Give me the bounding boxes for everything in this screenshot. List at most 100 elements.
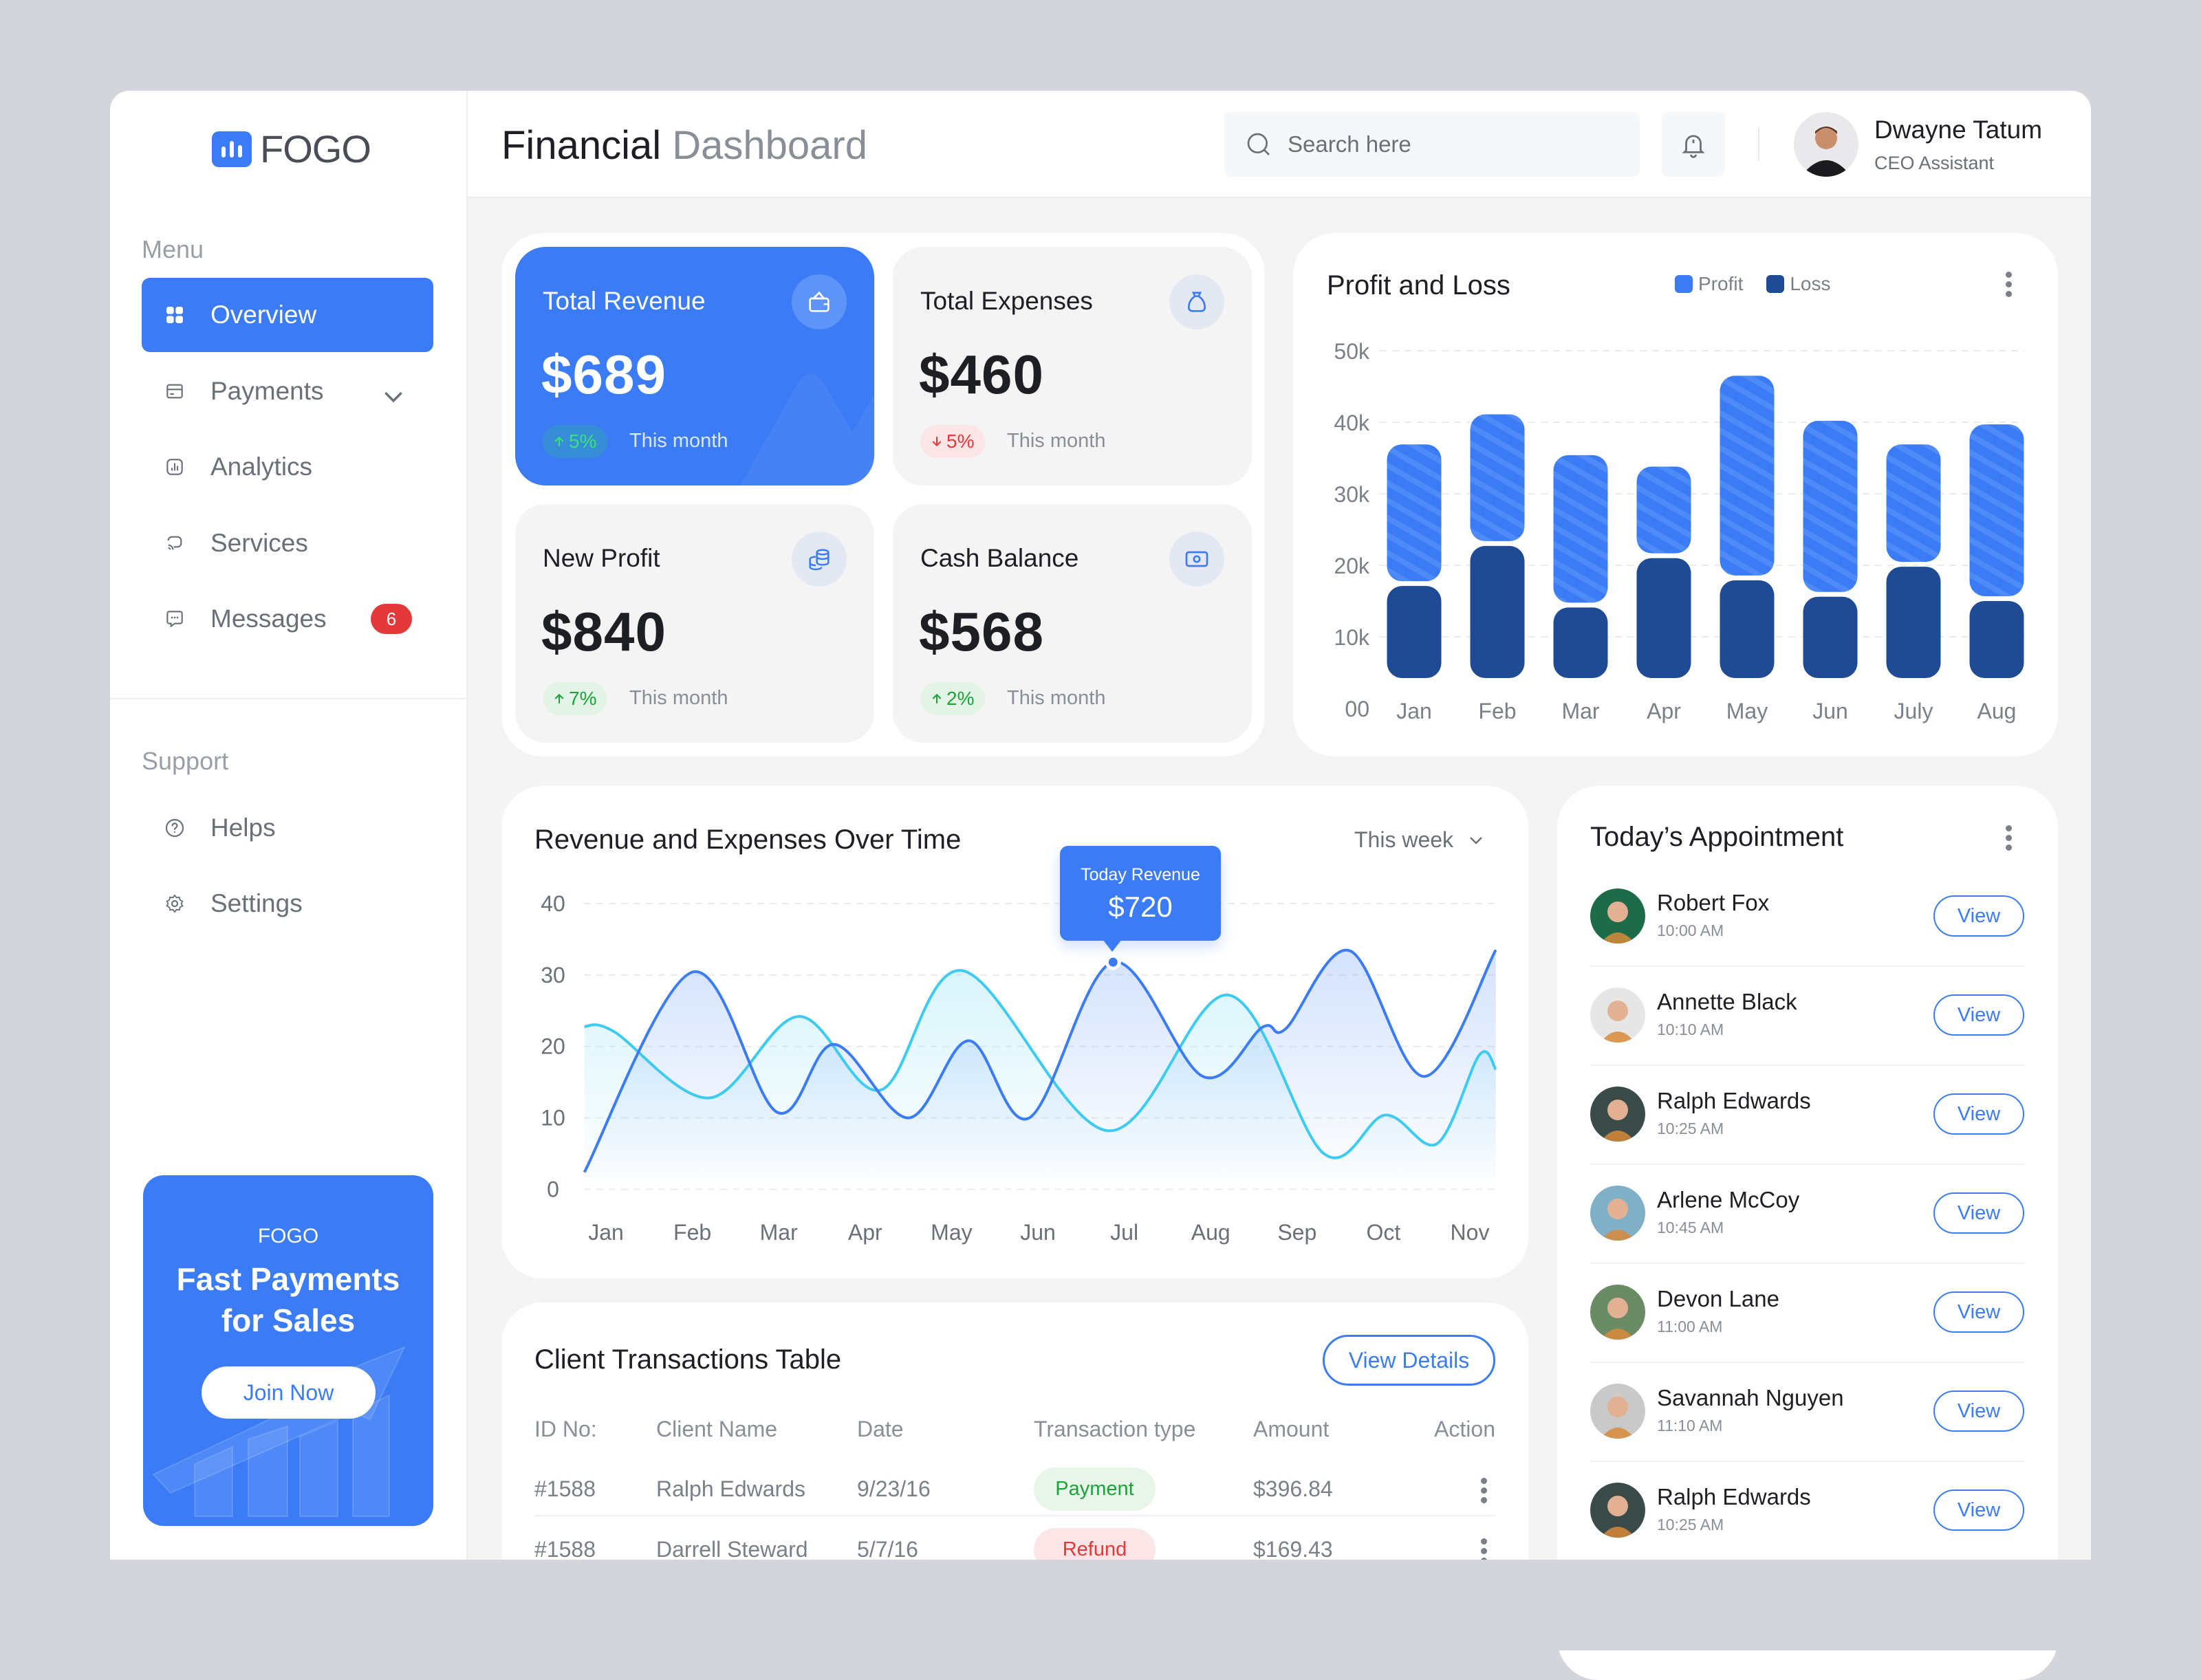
sidebar-item-services[interactable]: Services — [142, 506, 433, 580]
growth-chart-illustration — [152, 1346, 406, 1517]
sidebar-item-label: Helps — [210, 814, 276, 842]
view-details-button[interactable]: View Details — [1323, 1335, 1495, 1386]
x-tick-label: Mar — [760, 1220, 798, 1245]
more-options-icon[interactable] — [2004, 272, 2013, 297]
sidebar-item-label: Services — [210, 529, 308, 557]
tooltip-label: Today Revenue — [1081, 865, 1200, 884]
x-tick-label: Jun — [1020, 1220, 1056, 1245]
sidebar-item-messages[interactable]: Messages 6 — [142, 582, 433, 656]
line-revenue[interactable] — [583, 948, 1497, 1173]
stat-change: 7% — [569, 688, 597, 709]
search-input[interactable]: Search here — [1224, 112, 1640, 177]
stat-card-total-expenses[interactable]: Total Expenses $460 5% This month — [893, 247, 1252, 486]
notifications-button[interactable] — [1662, 112, 1725, 177]
bar-loss[interactable] — [1720, 580, 1775, 678]
stat-card-new-profit[interactable]: New Profit $840 7% This month — [515, 504, 874, 743]
sidebar-divider — [110, 698, 468, 699]
join-now-button[interactable]: Join Now — [202, 1366, 376, 1419]
wallet-icon — [809, 291, 830, 312]
x-tick-label: Jul — [1110, 1220, 1138, 1245]
appointment-item: Savannah Nguyen 11:10 AM View — [1590, 1384, 2024, 1439]
appointment-item: Devon Lane 11:00 AM View — [1590, 1285, 2024, 1340]
appointment-item: Robert Fox 10:00 AM View — [1590, 888, 2024, 943]
bar-loss[interactable] — [1387, 586, 1442, 678]
stat-icon-wrap — [792, 532, 847, 587]
column-header: Client Name — [656, 1417, 778, 1441]
user-name[interactable]: Dwayne Tatum — [1874, 116, 2043, 144]
cell-date: 9/23/16 — [857, 1476, 931, 1501]
stat-value: $460 — [919, 344, 1044, 405]
profit-loss-chart: 50k 40k 30k 20k 10k 00 Jan Feb Mar Apr May Jun July A… — [1334, 339, 2024, 723]
bar-loss[interactable] — [1553, 607, 1608, 678]
user-avatar[interactable] — [1794, 112, 1858, 177]
legend-label-loss: Loss — [1790, 273, 1831, 294]
revenue-expenses-card: 40 30 20 10 0 Jan Feb Mar Apr May Jun Jul Aug Sep Oct N… — [501, 786, 1528, 1278]
view-appointment-button[interactable]: View — [1933, 994, 2024, 1036]
cell-client: Ralph Edwards — [656, 1476, 805, 1501]
view-appointment-button[interactable]: View — [1933, 895, 2024, 937]
stat-card-cash-balance[interactable]: Cash Balance $568 2% This month — [893, 504, 1252, 743]
gear-icon — [166, 894, 184, 913]
page-title: Financial Dashboard — [501, 122, 867, 168]
bar-loss[interactable] — [1886, 567, 1941, 678]
bar-profit[interactable] — [1969, 424, 2024, 596]
bar-loss[interactable] — [1803, 596, 1858, 678]
period-dropdown[interactable]: This week — [1354, 827, 1484, 853]
bar-profit[interactable] — [1720, 375, 1775, 576]
appointment-time: 10:25 AM — [1657, 1120, 1724, 1137]
highlight-point[interactable] — [1105, 954, 1121, 970]
stat-change-badge: 5% — [543, 425, 608, 458]
sidebar-item-payments[interactable]: Payments — [142, 354, 433, 428]
appointment-name: Devon Lane — [1657, 1286, 1779, 1311]
chevron-down-icon — [384, 391, 402, 403]
appointment-name: Savannah Nguyen — [1657, 1385, 1844, 1410]
area-revenue — [584, 950, 1496, 1190]
appointment-divider — [1590, 1263, 2024, 1264]
sidebar-item-analytics[interactable]: Analytics — [142, 430, 433, 504]
appointment-item: Annette Black 10:10 AM View — [1590, 988, 2024, 1043]
bar-profit[interactable] — [1470, 414, 1525, 541]
avatar — [1590, 1087, 1645, 1142]
sidebar-item-helps[interactable]: Helps — [142, 791, 433, 865]
column-header: Amount — [1253, 1417, 1330, 1441]
stat-value: $840 — [541, 601, 666, 662]
sidebar-item-overview[interactable]: Overview — [142, 278, 433, 352]
bar-profit[interactable] — [1553, 455, 1608, 603]
bar-loss[interactable] — [1470, 545, 1525, 678]
analytics-icon — [166, 459, 183, 475]
stat-title: Total Expenses — [920, 287, 1093, 315]
bar-loss[interactable] — [1636, 558, 1691, 678]
appointment-time: 10:25 AM — [1657, 1516, 1724, 1534]
stat-card-total-revenue[interactable]: Total Revenue $689 5% This month — [515, 247, 874, 486]
view-appointment-button[interactable]: View — [1933, 1291, 2024, 1333]
appointment-divider — [1590, 1065, 2024, 1066]
view-appointment-button[interactable]: View — [1933, 1093, 2024, 1135]
view-appointment-button[interactable]: View — [1933, 1490, 2024, 1531]
appointments-more-icon[interactable] — [2004, 825, 2013, 851]
bar-profit[interactable] — [1803, 420, 1858, 592]
brand-name: FOGO — [260, 127, 371, 171]
logo[interactable]: FOGO — [212, 127, 371, 171]
bar-loss[interactable] — [1969, 601, 2024, 678]
stat-title: Total Revenue — [543, 287, 706, 315]
view-appointment-button[interactable]: View — [1933, 1192, 2024, 1234]
bar-profit[interactable] — [1387, 444, 1442, 582]
row-actions-icon[interactable] — [1479, 1478, 1488, 1503]
stat-icon-wrap — [1169, 532, 1224, 587]
line-expenses[interactable] — [584, 969, 1497, 1159]
view-appointment-button[interactable]: View — [1933, 1390, 2024, 1432]
y-tick-label: 0 — [547, 1177, 559, 1202]
x-tick-label: Oct — [1367, 1220, 1401, 1245]
bar-profit[interactable] — [1886, 444, 1941, 563]
column-header: Transaction type — [1034, 1417, 1196, 1441]
avatar — [1590, 1186, 1645, 1241]
appointment-divider — [1590, 1164, 2024, 1165]
sidebar-item-settings[interactable]: Settings — [142, 866, 433, 941]
stat-title: Cash Balance — [920, 544, 1079, 572]
bar-profit[interactable] — [1636, 466, 1691, 554]
page-background-bottom — [0, 1560, 2201, 1650]
arrow-up-icon — [554, 693, 564, 703]
appointment-item: Arlene McCoy 10:45 AM View — [1590, 1186, 2024, 1241]
profit-loss-title: Profit and Loss — [1327, 270, 1510, 301]
stat-change: 5% — [946, 430, 975, 452]
